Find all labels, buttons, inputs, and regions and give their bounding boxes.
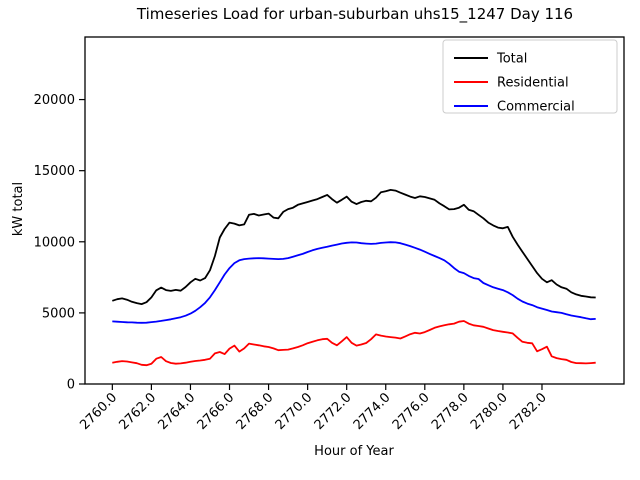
x-tick-label: 2762.0 xyxy=(116,390,159,433)
legend: Total Residential Commercial xyxy=(442,39,618,115)
y-axis-label: kW total xyxy=(11,182,26,236)
x-tick-label: 2778.0 xyxy=(429,390,472,433)
x-tick-label: 2774.0 xyxy=(351,390,394,433)
legend-label-total: Total xyxy=(496,52,527,67)
y-tick-label: 20000 xyxy=(34,93,75,108)
legend-label-residential: Residential xyxy=(497,76,569,91)
y-tick-label: 0 xyxy=(67,378,75,393)
series-line-commercial xyxy=(112,241,596,324)
x-tick-label: 2782.0 xyxy=(507,390,550,433)
axes-frame xyxy=(84,36,625,385)
x-tick-label: 2766.0 xyxy=(195,390,238,433)
x-tick-label: 2760.0 xyxy=(77,390,120,433)
legend-label-commercial: Commercial xyxy=(497,100,575,115)
x-axis-ticks: 2760.02762.02764.02766.02768.02770.02772… xyxy=(77,384,550,433)
plot-lines xyxy=(112,188,596,367)
x-tick-label: 2772.0 xyxy=(312,390,355,433)
y-tick-label: 5000 xyxy=(42,306,75,321)
y-tick-label: 15000 xyxy=(34,164,75,179)
chart-title: Timeseries Load for urban-suburban uhs15… xyxy=(136,5,573,24)
x-tick-label: 2764.0 xyxy=(156,390,199,433)
x-tick-label: 2776.0 xyxy=(390,390,433,433)
x-tick-label: 2770.0 xyxy=(273,390,316,433)
y-axis-ticks: 0 5000 10000 15000 20000 xyxy=(34,93,85,393)
x-tick-label: 2780.0 xyxy=(468,390,511,433)
series-line-residential xyxy=(112,320,596,367)
x-axis-label: Hour of Year xyxy=(314,444,394,459)
x-tick-label: 2768.0 xyxy=(234,390,277,433)
y-tick-label: 10000 xyxy=(34,235,75,250)
series-line-total xyxy=(112,188,596,306)
